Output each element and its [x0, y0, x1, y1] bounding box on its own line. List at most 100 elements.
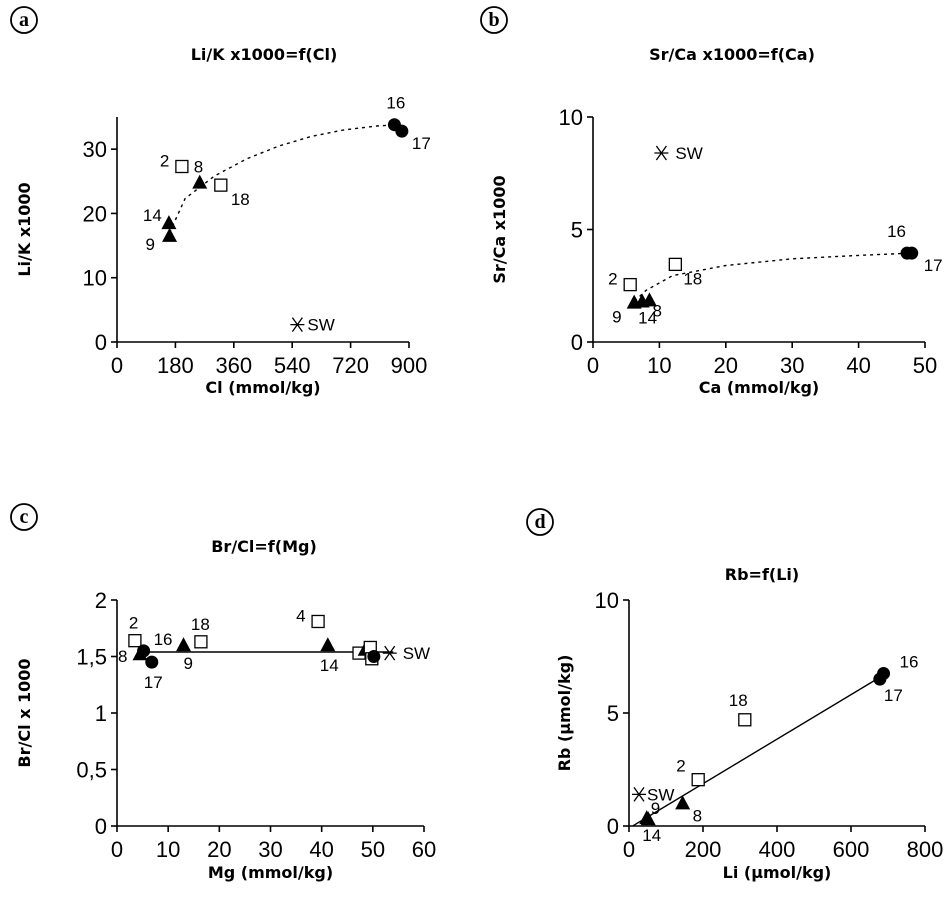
- data-point-square: [738, 713, 752, 727]
- y-tick-label: 0: [607, 814, 619, 839]
- point-label: 2: [129, 614, 138, 633]
- trend-line: [632, 674, 885, 827]
- point-label: 18: [683, 269, 702, 288]
- point-label: 17: [412, 134, 431, 153]
- y-tick-label: 5: [607, 701, 619, 726]
- point-label: 18: [729, 691, 748, 710]
- x-tick-label: 0: [623, 837, 635, 862]
- y-tick-label: 10: [595, 588, 619, 613]
- x-tick-label: 10: [156, 837, 180, 862]
- x-tick-label: 800: [907, 837, 944, 862]
- x-tick-label: 400: [759, 837, 796, 862]
- data-point-square: [668, 257, 682, 272]
- y-axis-label: Li/K x1000: [15, 182, 34, 276]
- x-axis-label: Mg (mmol/kg): [208, 863, 333, 882]
- x-tick-label: 60: [412, 837, 436, 862]
- panel-letter-circle: [480, 6, 508, 34]
- point-label: 8: [652, 301, 661, 320]
- y-tick-label: 20: [83, 201, 107, 226]
- data-point-circle: [877, 666, 891, 680]
- point-label: 4: [296, 606, 305, 625]
- y-tick-label: 10: [83, 266, 107, 291]
- data-point-asterisk: [654, 145, 669, 161]
- point-label: 8: [693, 806, 702, 825]
- data-point-circle: [905, 246, 919, 260]
- panel-b: b Sr/Ca x1000=f(Ca) 0 10 20 30 40 50 0 5 10 Ca (mmo…: [480, 6, 943, 397]
- panel-letter-circle: [526, 508, 554, 536]
- panel-a: a Li/K x1000=f(Cl) 0 180 360 540 720 900 0 10 20 30…: [10, 6, 431, 397]
- panel-d: d Rb=f(Li) 0 200 400 600 800 0 5 10 Li (µmol/kg) Rb…: [526, 508, 944, 882]
- point-label: SW: [403, 644, 430, 663]
- point-label: 9: [651, 799, 660, 818]
- y-tick-label: 1: [95, 701, 107, 726]
- x-tick-label: 0: [587, 353, 599, 378]
- data-point-triangle: [675, 795, 691, 810]
- data-point-asterisk: [382, 645, 397, 661]
- x-tick-label: 0: [111, 837, 123, 862]
- chart-title: Br/Cl=f(Mg): [211, 537, 317, 556]
- y-tick-label: 0: [95, 814, 107, 839]
- point-label: SW: [675, 144, 702, 163]
- y-axis-label: Rb (µmol/kg): [555, 655, 574, 772]
- x-axis-label: Li (µmol/kg): [723, 863, 832, 882]
- point-label: 8: [118, 647, 127, 666]
- data-point-triangle: [192, 174, 208, 189]
- x-tick-label: 540: [274, 353, 311, 378]
- data-point-circle: [145, 655, 159, 669]
- x-tick-label: 40: [309, 837, 333, 862]
- point-label: 2: [160, 152, 169, 171]
- point-label: SW: [307, 316, 334, 335]
- point-label: 14: [143, 206, 162, 225]
- point-label: 16: [386, 94, 405, 113]
- data-point-triangle: [161, 215, 177, 230]
- point-label: 18: [231, 190, 250, 209]
- x-tick-label: 600: [833, 837, 870, 862]
- point-label: 17: [924, 256, 943, 275]
- panel-letter-circle: [10, 503, 38, 531]
- data-point-triangle: [640, 811, 656, 826]
- point-label: 8: [194, 158, 203, 177]
- data-point-triangle: [162, 227, 178, 242]
- data-point-triangle: [320, 637, 336, 652]
- x-tick-label: 40: [846, 353, 870, 378]
- chart-title: Rb=f(Li): [725, 565, 799, 584]
- panel-letter: d: [534, 511, 545, 533]
- chart-title: Li/K x1000=f(Cl): [191, 45, 338, 64]
- y-tick-label: 0: [571, 330, 583, 355]
- data-point-square: [175, 159, 189, 174]
- panel-letter: a: [19, 9, 29, 31]
- data-point-square: [691, 773, 705, 787]
- x-tick-label: 900: [391, 353, 428, 378]
- x-tick-label: 50: [913, 353, 937, 378]
- panel-c: c Br/Cl=f(Mg) 0 10 20 30 40 50 60 0 0,5 1 1,5 2 Mg (mm…: [10, 503, 436, 882]
- point-label: SW: [647, 785, 674, 804]
- trend-line: [168, 124, 400, 233]
- point-label: 16: [900, 652, 919, 671]
- point-label: 2: [676, 757, 685, 776]
- y-tick-label: 2: [95, 588, 107, 613]
- data-point-triangle: [641, 292, 657, 307]
- data-point-square: [214, 178, 228, 192]
- x-tick-label: 50: [361, 837, 385, 862]
- y-tick-label: 0: [95, 330, 107, 355]
- x-tick-label: 720: [332, 353, 369, 378]
- data-point-circle: [367, 650, 381, 663]
- data-point-square: [623, 277, 637, 292]
- data-point-triangle: [176, 637, 192, 652]
- point-label: 9: [612, 308, 621, 327]
- data-point-square: [194, 635, 208, 649]
- x-tick-label: 20: [714, 353, 738, 378]
- data-point-square: [311, 614, 325, 629]
- point-label: 2: [608, 270, 617, 289]
- y-tick-label: 30: [83, 137, 107, 162]
- y-tick-label: 5: [571, 218, 583, 243]
- x-tick-label: 180: [157, 353, 194, 378]
- data-point-circle: [395, 124, 409, 138]
- y-axis-label: Sr/Ca x1000: [490, 175, 509, 283]
- x-tick-label: 30: [258, 837, 282, 862]
- point-label: 14: [642, 826, 661, 845]
- point-label: 9: [146, 235, 155, 254]
- x-tick-label: 360: [215, 353, 252, 378]
- panel-letter: c: [20, 506, 29, 528]
